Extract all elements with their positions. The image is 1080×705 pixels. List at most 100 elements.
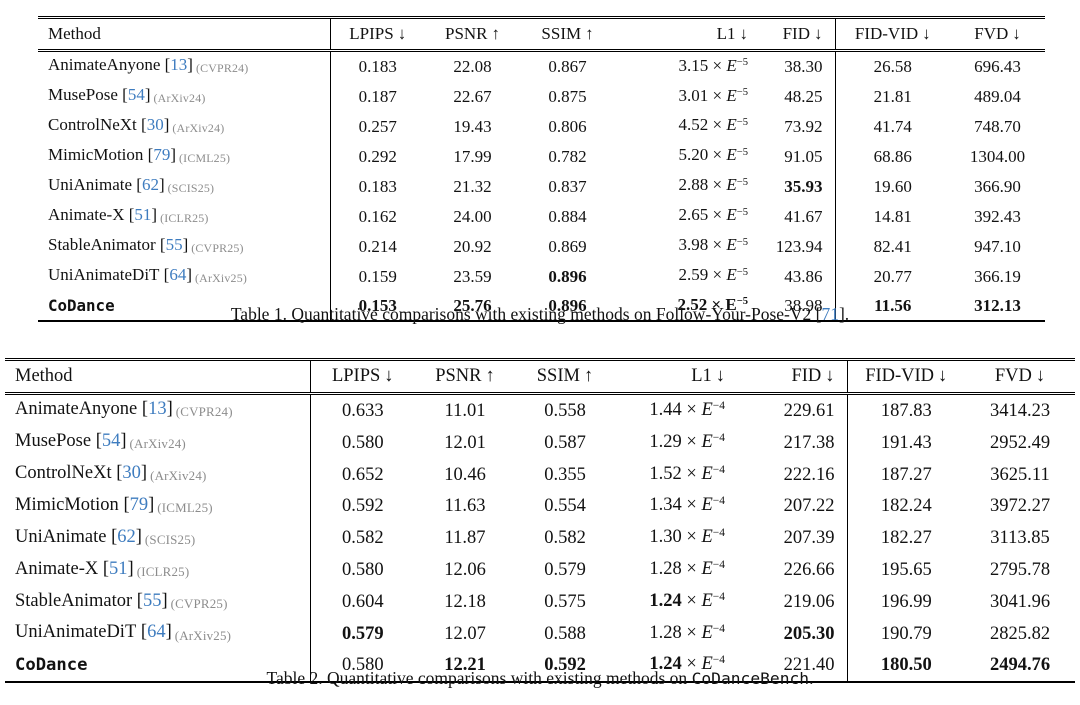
l1-mantissa: 1.52 — [649, 463, 682, 484]
l1-exponent: −5 — [736, 57, 748, 69]
metric-cell-fid: 73.92 — [760, 111, 836, 142]
table-row: AnimateAnyone [13] (CVPR24) 0.183 22.08 0.86… — [38, 50, 1045, 82]
citation-ref: 54 — [101, 430, 121, 451]
metric-cell-l1: 3.98 × E−5 — [615, 232, 760, 262]
times-sign: × — [681, 399, 702, 420]
metric-cell-fidvid: 196.99 — [880, 592, 932, 613]
metric-cell-l1: 3.15 × E−5 — [615, 51, 760, 82]
method-name: ControlNeXt — [48, 114, 137, 134]
times-sign: × — [681, 591, 702, 612]
l1-exponent: −4 — [712, 495, 725, 508]
caption-text: Table 1. Quantitative comparisons with e… — [230, 304, 816, 324]
metric-cell-l1: 5.20 × E−5 — [615, 142, 760, 172]
metric-cell-lpips: 0.580 — [341, 560, 384, 581]
metric-cell-fvd: 392.43 — [974, 206, 1021, 226]
metric-cell-l1: 2.59 × E−5 — [615, 262, 760, 292]
venue-tag: (ICLR25) — [136, 563, 190, 579]
column-header: SSIM ↑ — [515, 359, 615, 395]
metric-cell-fvd: 2494.76 — [989, 655, 1051, 676]
metric-cell-lpips: 0.257 — [358, 116, 397, 136]
column-header: FVD ↓ — [950, 17, 1045, 52]
column-header-label: PSNR — [435, 366, 482, 386]
e-symbol: E — [726, 205, 737, 225]
citation-ref: 30 — [146, 114, 164, 134]
method-cell: AnimateAnyone [13] (CVPR24) — [38, 50, 331, 82]
column-header-label: SSIM — [541, 24, 582, 43]
method-cell: MimicMotion [79] (ICML25) — [5, 490, 311, 523]
metric-cell-ssim: 0.575 — [544, 592, 586, 613]
citation-bracket: ] — [187, 55, 193, 74]
table-header: Method LPIPS ↓ PSNR ↑ SSIM ↑ L1 ↓ FID ↓ FID-VID ↓ FVD… — [38, 17, 1045, 52]
e-symbol: E — [701, 495, 713, 516]
metric-cell-psnr: 22.08 — [453, 57, 492, 77]
up-arrow-icon: ↑ — [491, 24, 501, 43]
e-symbol: E — [701, 623, 713, 644]
metric-cell-fid: 48.25 — [760, 81, 836, 112]
citation-ref: 64 — [147, 622, 166, 643]
citation-ref: 51 — [109, 558, 128, 579]
citation-bracket: ] — [186, 264, 193, 284]
l1-mantissa: 1.28 — [649, 559, 682, 580]
metric-cell-fidvid: 182.24 — [880, 496, 932, 517]
metric-cell-ssim: 0.896 — [548, 266, 587, 286]
metric-cell-lpips: 0.153 — [358, 296, 397, 315]
l1-mantissa: 4.52 — [678, 115, 709, 135]
metric-cell-fidvid: 182.27 — [880, 528, 932, 549]
method-cell: StableAnimator [55] (CVPR25) — [5, 586, 311, 619]
method-name: StableAnimator — [48, 234, 156, 254]
l1-exponent: −4 — [712, 623, 725, 636]
method-name: Animate-X — [15, 558, 99, 579]
citation-ref: 13 — [148, 399, 167, 419]
column-header-label: L1 — [691, 366, 712, 386]
metric-cell-fid: 205.30 — [737, 618, 848, 651]
metric-cell-lpips: 0.580 — [341, 432, 384, 453]
table-row: Animate-X [51] (ICLR25) 0.162 24.00 0.884 2.6… — [38, 201, 1045, 232]
metric-cell-fidvid: 191.43 — [880, 432, 932, 453]
method-cell: Animate-X [51] (ICLR25) — [38, 201, 331, 232]
metric-cell-psnr: 17.99 — [453, 146, 492, 166]
table-row: ControlNeXt [30] (ArXiv24) 0.257 19.43 0.806… — [38, 111, 1045, 142]
times-sign: × — [708, 145, 727, 165]
citation-bracket: ] — [182, 234, 189, 254]
l1-exponent: −5 — [736, 236, 748, 248]
metric-cell-psnr: 22.67 — [453, 87, 492, 106]
metric-cell-fid: 38.98 — [760, 291, 836, 322]
metric-cell-l1: 1.28 × E−4 — [615, 555, 737, 587]
e-symbol: E — [725, 294, 737, 314]
method-name: UniAnimateDiT — [48, 264, 160, 284]
metric-cell-l1: 1.34 × E−4 — [615, 491, 737, 523]
metric-cell-ssim: 0.837 — [548, 176, 587, 196]
citation-bracket: ] — [144, 84, 151, 104]
column-header-label: FID-VID — [854, 24, 919, 43]
e-symbol: E — [726, 55, 737, 75]
metric-cell-fid: 207.39 — [737, 522, 848, 555]
metric-cell-fvd: 696.43 — [974, 57, 1021, 77]
table-row: MimicMotion [79] (ICML25) 0.292 17.99 0.782 5… — [38, 141, 1045, 172]
l1-exponent: −4 — [712, 559, 725, 572]
metric-cell-ssim: 0.867 — [548, 57, 587, 77]
down-arrow-icon: ↓ — [825, 366, 835, 386]
metric-cell-fidvid: 180.50 — [880, 655, 932, 676]
metric-cell-ssim: 0.884 — [548, 206, 587, 226]
l1-mantissa: 2.52 — [677, 294, 708, 314]
metric-cell-psnr: 12.18 — [444, 592, 486, 613]
metric-cell-l1: 1.24 × E−4 — [615, 587, 737, 619]
citation-ref: 79 — [153, 144, 171, 164]
metric-cell-psnr: 11.01 — [444, 400, 486, 421]
citation-bracket: [ — [136, 114, 147, 134]
metric-cell-fid: 229.61 — [737, 393, 848, 427]
metric-cell-lpips: 0.580 — [341, 655, 384, 676]
metric-cell-fvd: 2795.78 — [989, 560, 1051, 581]
metric-cell-fvd: 366.90 — [974, 176, 1021, 196]
metric-cell-l1: 2.52 × E−5 — [615, 292, 760, 322]
metric-cell-lpips: 0.183 — [358, 57, 397, 77]
column-header-label: FVD — [974, 24, 1009, 43]
metric-cell-fvd: 366.19 — [974, 266, 1021, 286]
table-row: Animate-X [51] (ICLR25) 0.580 12.06 0.579 1.2… — [5, 554, 1075, 587]
l1-exponent: −4 — [712, 591, 725, 604]
metric-cell-psnr: 19.43 — [453, 116, 492, 136]
citation-bracket: [ — [118, 494, 130, 515]
table-row: UniAnimateDiT [64] (ArXiv25) 0.159 23.59 0.8… — [38, 261, 1045, 292]
down-arrow-icon: ↓ — [384, 366, 394, 386]
column-header: SSIM ↑ — [520, 17, 615, 52]
